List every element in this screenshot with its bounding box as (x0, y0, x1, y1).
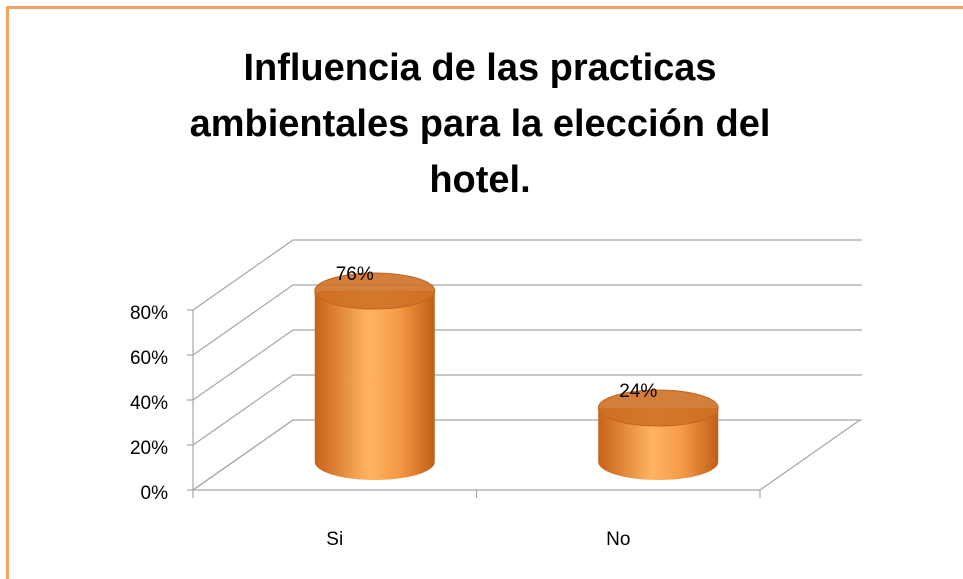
value-label: 76% (336, 264, 374, 285)
frame (6, 6, 963, 579)
y-tick-label: 60% (130, 348, 168, 369)
cylinder (598, 408, 719, 480)
grid-line (192, 419, 862, 491)
chart-title: Influencia de las practicas ambientales … (189, 47, 771, 201)
y-tick-label: 40% (130, 393, 168, 414)
value-label: 24% (619, 381, 657, 402)
cylinder-top-shade (314, 273, 435, 309)
x-tick-label: No (606, 529, 630, 550)
cylinder-top (597, 389, 719, 427)
grid-line (192, 374, 862, 446)
y-tick-label: 0% (141, 483, 169, 504)
y-tick-label: 20% (130, 438, 168, 459)
x-tick-label: Si (326, 529, 343, 550)
grid-line (192, 284, 862, 356)
cylinder-top (314, 272, 436, 310)
grid-line (192, 329, 862, 401)
cylinder (314, 291, 435, 480)
y-tick-label: 80% (130, 303, 168, 324)
floor (192, 419, 861, 491)
cylinder-top-shade (598, 390, 719, 426)
grid-line (192, 239, 862, 311)
